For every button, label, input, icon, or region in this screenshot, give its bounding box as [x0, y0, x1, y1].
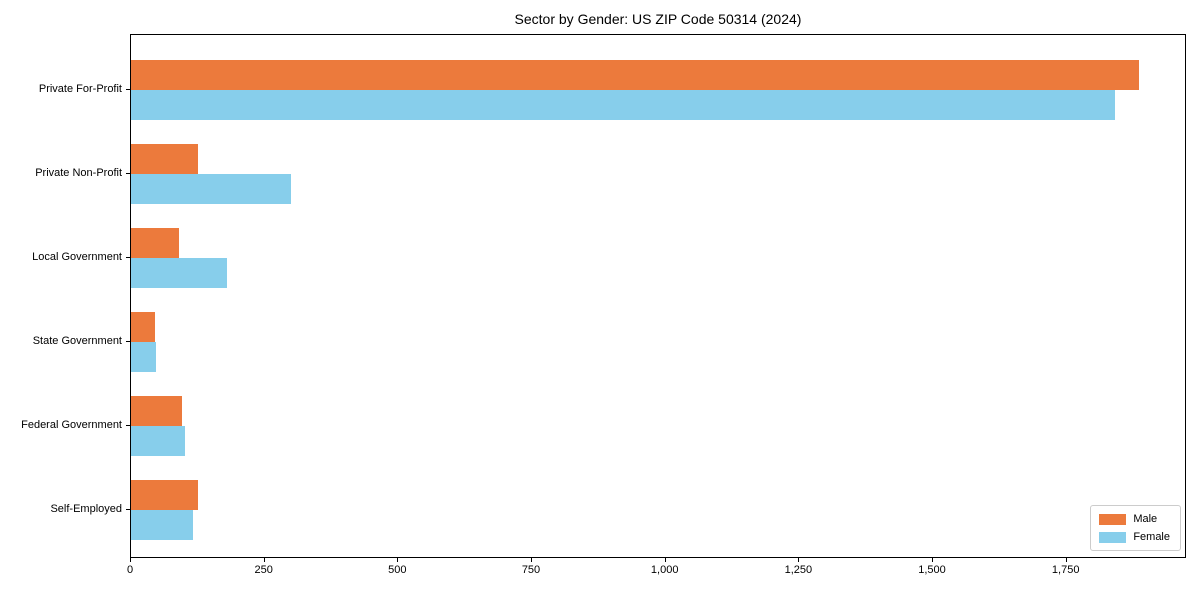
bar-male-self-employed: [131, 480, 198, 510]
bar-male-local-government: [131, 228, 180, 258]
bar-female-self-employed: [131, 510, 193, 540]
legend-entry-male: Male: [1099, 513, 1170, 525]
legend-swatch-female: [1099, 531, 1127, 543]
ytick-label-private-for-profit: Private For-Profit: [38, 83, 122, 95]
bar-male-federal-government: [131, 396, 182, 426]
ytick-label-federal-government: Federal Government: [21, 419, 122, 431]
xtick-mark: [798, 558, 800, 562]
chart-title: Sector by Gender: US ZIP Code 50314 (202…: [514, 11, 802, 27]
xtick-label-0: 0: [126, 564, 134, 576]
bar-female-federal-government: [131, 426, 185, 456]
legend-entry-female: Female: [1099, 531, 1170, 543]
xtick-label-1250: 1,250: [784, 564, 813, 576]
legend-label-male: Male: [1133, 513, 1158, 525]
xtick-mark: [932, 558, 933, 562]
bar-male-state-government: [131, 312, 155, 342]
ytick-mark: [126, 89, 130, 90]
bar-female-local-government: [131, 258, 228, 288]
xtick-mark: [664, 558, 666, 562]
bar-female-private-non-profit: [131, 174, 292, 204]
xtick-label-1750: 1,750: [1051, 564, 1080, 576]
xtick-label-250: 250: [254, 564, 273, 576]
xtick-mark: [1065, 558, 1067, 562]
ytick-mark: [126, 257, 130, 258]
ytick-label-state-government: State Government: [32, 335, 122, 347]
bar-female-private-for-profit: [131, 90, 1115, 120]
xtick-label-1000: 1,000: [650, 564, 679, 576]
ytick-label-private-non-profit: Private Non-Profit: [35, 167, 122, 179]
legend-swatch-male: [1099, 513, 1127, 525]
ytick-mark: [126, 173, 130, 174]
xtick-mark: [397, 558, 399, 562]
xtick-label-1500: 1,500: [918, 564, 946, 576]
bar-female-state-government: [131, 342, 156, 372]
xtick-label-500: 500: [388, 564, 407, 576]
xtick-mark: [263, 558, 265, 562]
ytick-label-self-employed: Self-Employed: [50, 503, 122, 515]
ytick-mark: [126, 509, 130, 510]
legend: Male Female: [1090, 505, 1181, 551]
plot-area: Male Female: [130, 34, 1186, 558]
ytick-mark: [126, 341, 130, 342]
ytick-mark: [126, 425, 130, 426]
bar-male-private-for-profit: [131, 60, 1139, 90]
ytick-label-local-government: Local Government: [32, 251, 122, 263]
legend-label-female: Female: [1133, 531, 1170, 543]
bar-male-private-non-profit: [131, 144, 198, 174]
xtick-label-750: 750: [521, 564, 541, 576]
xtick-mark: [531, 558, 532, 562]
xtick-mark: [130, 558, 131, 562]
